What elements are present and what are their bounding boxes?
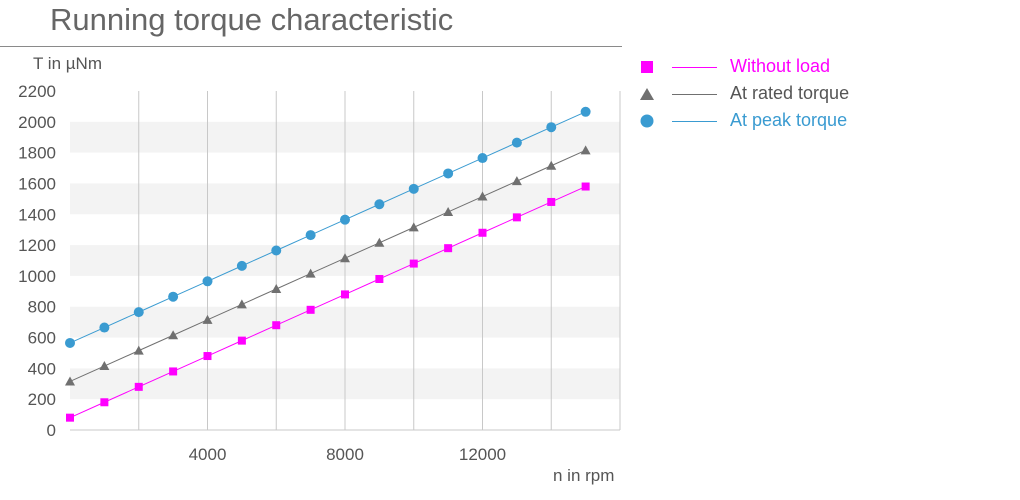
- legend-line-at-rated-torque: [672, 94, 717, 95]
- data-point-square: [169, 367, 178, 376]
- legend-label-without-load: Without load: [730, 56, 831, 76]
- data-point-triangle: [580, 145, 591, 155]
- series-line-without-load: [69, 186, 586, 419]
- data-point-square: [66, 413, 74, 422]
- series-line-at-rated-torque: [69, 149, 586, 382]
- y-tick-label: 200: [28, 390, 56, 409]
- data-point-triangle: [133, 345, 144, 355]
- data-point-circle: [340, 214, 350, 225]
- data-point-triangle: [408, 222, 419, 232]
- data-point-circle: [443, 168, 454, 179]
- data-point-circle: [511, 137, 522, 148]
- y-tick-label: 0: [47, 421, 56, 440]
- data-point-triangle: [340, 253, 350, 263]
- y-tick-label: 800: [28, 298, 56, 317]
- data-point-triangle: [99, 361, 110, 371]
- data-point-square: [100, 398, 109, 407]
- square-marker-icon: [641, 61, 653, 73]
- y-tick-label: 2200: [18, 82, 56, 101]
- y-tick-label: 600: [28, 329, 56, 348]
- data-point-circle: [202, 276, 213, 287]
- data-point-circle: [477, 153, 488, 164]
- data-point-square: [237, 336, 246, 345]
- data-point-square: [341, 290, 349, 299]
- data-point-triangle: [236, 299, 247, 309]
- data-point-square: [375, 274, 384, 283]
- data-point-circle: [236, 260, 247, 271]
- y-tick-label: 1200: [18, 236, 56, 255]
- data-point-circle: [271, 245, 282, 256]
- chart-title: Running torque characteristic: [50, 2, 454, 37]
- x-tick-label: 4000: [189, 445, 227, 464]
- y-tick-label: 1600: [18, 174, 56, 193]
- legend-line-without-load: [672, 67, 717, 68]
- x-axis-label: n in rpm: [553, 466, 615, 485]
- y-tick-label: 1800: [18, 144, 56, 163]
- legend-label-at-peak-torque: At peak torque: [730, 110, 848, 130]
- circle-marker-icon: [640, 114, 654, 128]
- data-point-square: [444, 244, 453, 253]
- series-line-at-peak-torque: [69, 111, 586, 344]
- legend-item-at-peak-torque[interactable]: At peak torque: [640, 110, 940, 137]
- data-point-triangle: [305, 268, 316, 278]
- data-point-square: [512, 213, 521, 222]
- title-divider: [0, 46, 622, 47]
- data-point-circle: [168, 291, 179, 302]
- data-point-triangle: [168, 330, 179, 340]
- data-point-square: [306, 305, 315, 314]
- data-point-circle: [305, 230, 316, 241]
- data-point-square: [409, 259, 418, 268]
- triangle-marker-icon: [640, 88, 654, 100]
- data-point-triangle: [374, 237, 385, 247]
- data-point-circle: [580, 106, 591, 117]
- data-point-square: [581, 182, 590, 191]
- data-point-circle: [99, 322, 110, 333]
- data-point-square: [203, 352, 212, 361]
- data-point-circle: [133, 307, 144, 318]
- y-axis-label: T in µNm: [33, 54, 102, 73]
- data-point-triangle: [65, 376, 75, 386]
- data-point-triangle: [511, 176, 522, 186]
- legend-label-at-rated-torque: At rated torque: [730, 83, 850, 103]
- x-tick-label: 12000: [459, 445, 506, 464]
- data-point-square: [134, 382, 143, 391]
- x-tick-label: 8000: [326, 445, 364, 464]
- data-point-circle: [374, 199, 385, 210]
- data-point-circle: [408, 183, 419, 194]
- data-point-triangle: [443, 206, 454, 216]
- data-point-square: [478, 228, 487, 237]
- legend-line-at-peak-torque: [672, 121, 717, 122]
- data-point-circle: [65, 337, 75, 348]
- data-point-triangle: [546, 160, 557, 170]
- y-tick-label: 400: [28, 359, 56, 378]
- legend: Without load At rated torque At peak tor…: [640, 56, 940, 137]
- data-point-triangle: [202, 314, 213, 324]
- y-tick-label: 2000: [18, 113, 56, 132]
- legend-item-without-load[interactable]: Without load: [640, 56, 940, 83]
- y-tick-label: 1000: [18, 267, 56, 286]
- legend-item-at-rated-torque[interactable]: At rated torque: [640, 83, 940, 110]
- data-point-triangle: [477, 191, 488, 201]
- data-point-square: [547, 197, 556, 206]
- data-point-square: [272, 321, 281, 330]
- data-point-triangle: [271, 284, 282, 294]
- y-tick-label: 1400: [18, 205, 56, 224]
- data-point-circle: [546, 122, 557, 133]
